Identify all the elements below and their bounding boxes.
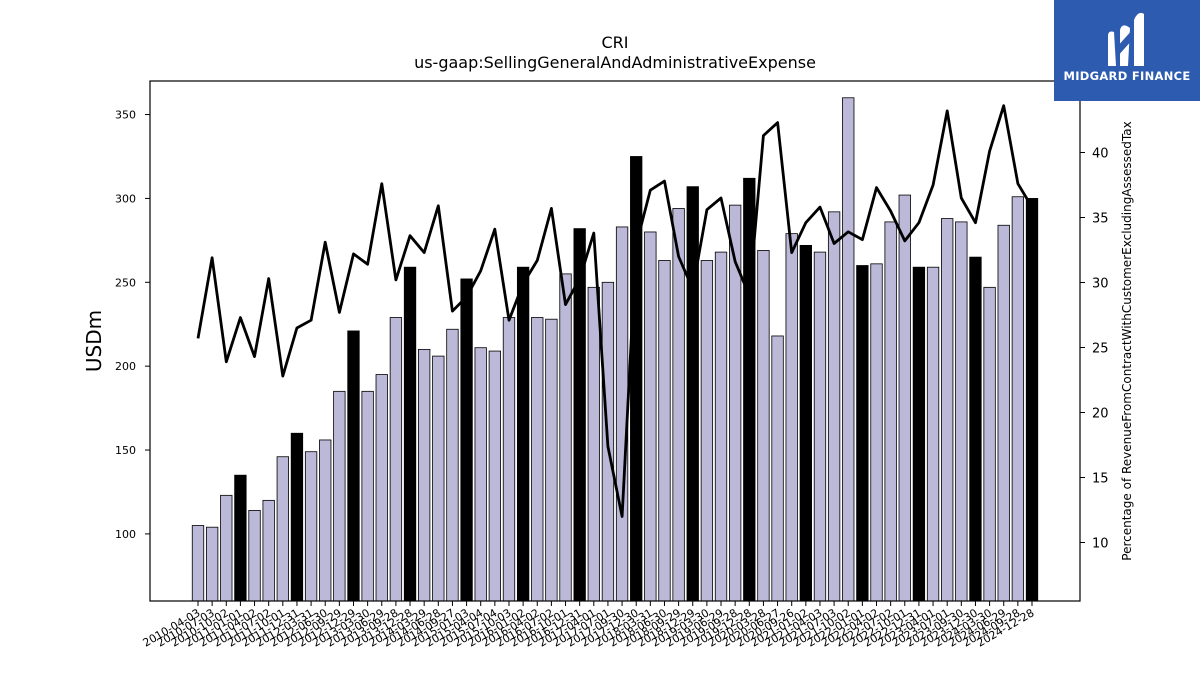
bar-2016-10-01 — [559, 273, 572, 602]
bar-2024-06-29 — [997, 224, 1010, 602]
right-axis: 10 15 20 25 30 35 40 — [1080, 147, 1109, 552]
percentage-line — [196, 104, 1034, 518]
plot-frame — [149, 80, 1081, 602]
bar-2018-12-29 — [686, 186, 699, 602]
bar-2010-04-03 — [191, 525, 205, 602]
left-axis-label: USDm — [82, 310, 106, 372]
x-axis: 2010-04-032010-07-032010-10-022011-01-01… — [141, 601, 1037, 650]
logo-text: MIDGARD FINANCE — [1063, 69, 1191, 83]
right-tick-label: 30 — [1092, 277, 1109, 292]
right-tick-label: 40 — [1092, 147, 1109, 162]
bar-2013-06-29 — [375, 374, 388, 602]
bar-2010-10-02 — [220, 494, 233, 602]
right-tick-label: 20 — [1092, 407, 1109, 422]
left-axis: 100 150 200 250 300 350 — [115, 109, 150, 541]
left-tick-label: 200 — [115, 360, 136, 373]
bar-2015-04-04 — [474, 347, 487, 602]
bar-2018-03-31 — [644, 231, 657, 602]
bar-2021-10-02 — [842, 97, 855, 602]
bars-group — [191, 97, 1039, 602]
bar-2013-03-30 — [361, 390, 374, 602]
bar-2022-07-02 — [884, 221, 897, 602]
left-tick-label: 150 — [115, 444, 136, 457]
bar-2011-01-01 — [234, 474, 247, 602]
bar-2023-04-01 — [926, 266, 940, 602]
midgard-finance-logo: MIDGARD FINANCE — [1054, 0, 1200, 101]
bar-2013-09-28 — [389, 317, 403, 602]
bar-2011-04-02 — [248, 510, 261, 602]
bar-2019-03-30 — [700, 260, 714, 602]
bar-2012-09-29 — [333, 390, 346, 602]
bar-2024-12-28 — [1025, 198, 1039, 602]
bar-2021-04-03 — [813, 251, 827, 602]
bar-2024-09-28 — [1011, 196, 1025, 602]
bar-2016-04-02 — [531, 317, 544, 602]
left-tick-label: 350 — [115, 109, 136, 122]
bar-2014-03-29 — [418, 348, 431, 602]
bar-2013-12-28 — [403, 266, 417, 602]
bar-2017-04-01 — [587, 286, 600, 602]
bar-2014-09-27 — [446, 328, 459, 602]
chart-subtitle: us-gaap:SellingGeneralAndAdministrativeE… — [414, 53, 816, 72]
right-tick-label: 25 — [1092, 342, 1109, 357]
bar-2024-03-30 — [983, 286, 996, 602]
bar-2011-12-31 — [290, 432, 304, 602]
bar-2014-06-28 — [432, 355, 445, 602]
right-tick-label: 15 — [1092, 472, 1109, 487]
bar-2023-12-30 — [969, 256, 982, 602]
bar-2011-07-02 — [262, 499, 275, 602]
bar-2021-01-02 — [799, 244, 812, 602]
bar-2020-09-26 — [785, 233, 798, 602]
bar-2012-06-30 — [319, 439, 332, 602]
bar-2022-04-02 — [870, 263, 883, 602]
left-tick-label: 250 — [115, 276, 136, 289]
bar-2015-01-03 — [460, 278, 473, 602]
midgard-m-logo-icon — [1108, 12, 1144, 66]
bar-2016-01-02 — [516, 266, 530, 602]
bar-2022-12-31 — [912, 266, 926, 602]
bar-2010-07-03 — [205, 526, 219, 602]
right-tick-label: 35 — [1092, 212, 1109, 227]
left-tick-label: 300 — [115, 192, 136, 205]
chart-title: CRI — [601, 33, 628, 52]
bar-2020-06-27 — [771, 335, 784, 602]
right-axis-label: Percentage of RevenueFromContractWithCus… — [1120, 121, 1134, 560]
bar-2021-07-03 — [827, 211, 841, 602]
bar-2011-10-01 — [276, 456, 289, 602]
bar-2017-12-30 — [630, 156, 643, 602]
bar-2022-01-01 — [856, 265, 869, 602]
right-tick-label: 10 — [1092, 537, 1109, 552]
bar-2012-12-29 — [347, 330, 360, 602]
left-tick-label: 100 — [115, 528, 136, 541]
bar-2022-10-01 — [898, 194, 911, 602]
bar-2023-07-01 — [941, 218, 954, 602]
bar-2016-07-02 — [545, 318, 558, 602]
bar-2020-03-28 — [757, 250, 770, 602]
bar-2023-09-30 — [955, 221, 968, 602]
bar-2015-07-04 — [488, 350, 501, 602]
bar-2019-06-29 — [714, 251, 728, 602]
bar-2012-03-31 — [304, 451, 318, 602]
bar-2015-10-03 — [502, 317, 516, 602]
bar-2018-06-30 — [658, 260, 671, 602]
